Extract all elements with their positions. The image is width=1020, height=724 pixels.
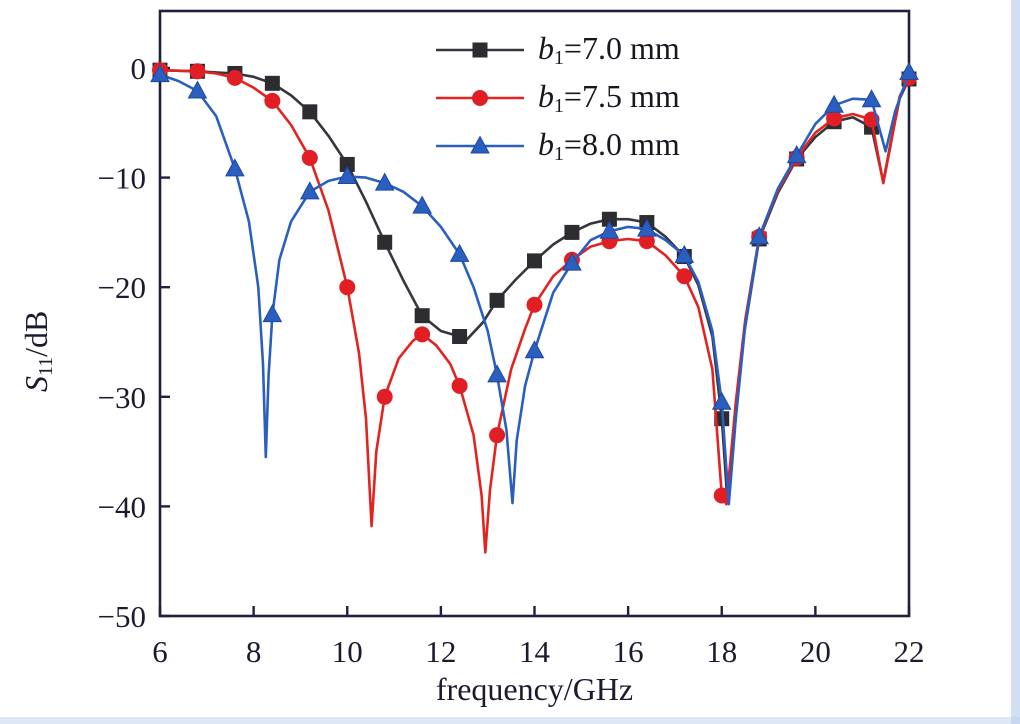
data-point-triangle-marker — [337, 165, 358, 184]
data-point-square-marker — [339, 156, 355, 172]
data-point-square-marker — [489, 292, 505, 308]
legend: b1=7.0 mm b1=7.5 mm b1=8.0 mm — [436, 26, 680, 170]
x-tick-label: 10 — [332, 634, 363, 669]
data-point-triangle-marker — [599, 220, 620, 239]
y-tick-label: −40 — [98, 489, 146, 524]
legend-sample-path — [470, 135, 490, 154]
legend-sample-circle — [472, 90, 488, 106]
data-point-triangle-marker — [861, 89, 882, 108]
legend-item: b1=7.0 mm — [436, 26, 680, 74]
data-point-triangle-marker — [262, 304, 283, 323]
legend-marker-sample-triangle — [436, 135, 524, 154]
data-point-triangle-marker — [899, 61, 919, 80]
legend-marker-sample-square — [436, 42, 524, 58]
data-point-triangle-marker — [711, 391, 732, 410]
data-point-triangle-marker — [786, 145, 807, 164]
data-point-triangle-marker — [449, 243, 470, 262]
data-point-triangle-marker — [562, 252, 582, 271]
y-tick-label: −50 — [98, 599, 146, 634]
y-tick-label: −30 — [98, 380, 146, 415]
y-axis-label-unit: /dB — [18, 310, 54, 357]
data-point-square-marker — [564, 224, 580, 240]
x-tick-label: 22 — [894, 634, 925, 669]
data-point-circle-marker — [414, 326, 431, 343]
data-point-circle-marker — [526, 296, 543, 313]
data-point-circle-marker — [339, 279, 356, 296]
y-tick-label: −20 — [98, 270, 146, 305]
data-point-triangle-marker — [824, 94, 844, 113]
data-point-triangle-marker — [487, 364, 507, 383]
y-axis-label-variable: S — [18, 376, 54, 392]
data-point-triangle-marker — [225, 158, 245, 177]
data-point-square-marker — [414, 308, 430, 324]
x-tick-label: 16 — [613, 634, 644, 669]
y-tick-label: 0 — [131, 51, 147, 86]
x-tick-label: 18 — [706, 634, 737, 669]
data-point-circle-marker — [676, 268, 693, 285]
data-point-triangle-marker — [637, 218, 657, 237]
x-tick-label: 20 — [800, 634, 831, 669]
legend-label: b1=7.0 mm — [538, 30, 680, 69]
legend-label: b1=7.5 mm — [538, 78, 680, 117]
data-point-circle-marker — [264, 92, 281, 109]
data-point-square-marker — [377, 234, 393, 250]
x-tick-label: 8 — [246, 634, 262, 669]
legend-label: b1=8.0 mm — [538, 126, 680, 165]
legend-item: b1=7.5 mm — [436, 74, 680, 122]
data-point-square-marker — [527, 253, 542, 269]
data-point-triangle-marker — [524, 340, 545, 359]
data-point-square-marker — [452, 329, 468, 345]
data-point-square-marker — [302, 104, 318, 120]
data-point-triangle-marker — [374, 172, 395, 191]
x-tick-label: 12 — [425, 634, 456, 669]
y-axis-label: S11/dB — [18, 311, 58, 392]
data-point-circle-marker — [826, 110, 843, 127]
data-point-circle-marker — [301, 149, 318, 166]
data-point-circle-marker — [189, 63, 206, 80]
legend-marker-sample-circle — [436, 90, 524, 106]
legend-sample-rect — [472, 42, 488, 58]
x-tick-label: 6 — [152, 634, 168, 669]
data-point-square-marker — [601, 211, 617, 227]
legend-item: b1=8.0 mm — [436, 122, 680, 170]
data-point-circle-marker — [226, 69, 243, 86]
data-point-circle-marker — [376, 388, 393, 405]
x-axis-label: frequency/GHz — [435, 671, 634, 707]
y-axis-label-subscript: 11 — [34, 356, 57, 376]
data-point-triangle-marker — [412, 195, 432, 214]
data-point-triangle-marker — [150, 64, 170, 83]
data-point-circle-marker — [638, 233, 655, 250]
data-point-circle-marker — [489, 427, 506, 444]
data-point-triangle-marker — [299, 181, 320, 200]
data-point-circle-marker — [451, 377, 468, 394]
data-point-square-marker — [264, 75, 280, 91]
data-point-triangle-marker — [187, 80, 208, 99]
data-point-triangle-marker — [674, 244, 695, 263]
y-tick-label: −10 — [98, 161, 146, 196]
data-point-triangle-marker — [749, 226, 770, 245]
series-line-square — [158, 68, 911, 503]
data-point-circle-marker — [713, 487, 730, 504]
x-tick-label: 14 — [519, 634, 551, 669]
series-line-triangle — [158, 71, 911, 506]
